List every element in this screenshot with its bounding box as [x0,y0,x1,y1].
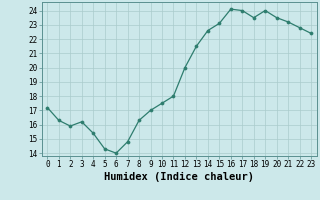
X-axis label: Humidex (Indice chaleur): Humidex (Indice chaleur) [104,172,254,182]
